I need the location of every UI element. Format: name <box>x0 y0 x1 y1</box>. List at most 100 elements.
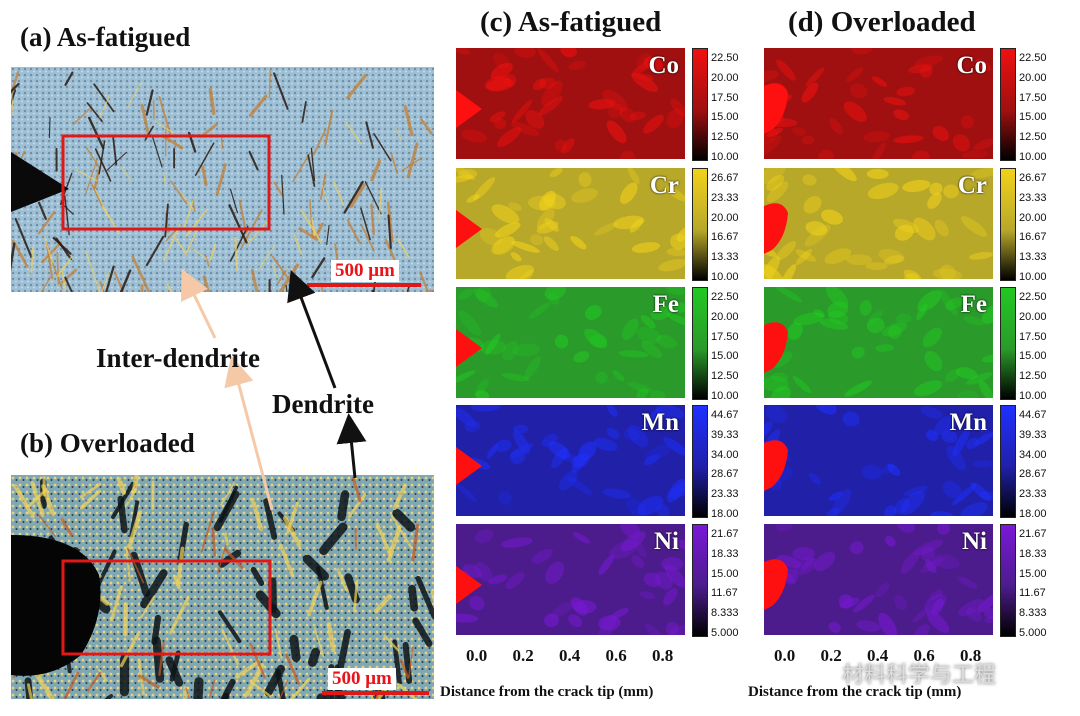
colorbar-tick: 34.00 <box>1019 448 1047 461</box>
colorbar-mn <box>1000 405 1016 518</box>
crack-notch-a <box>11 152 69 212</box>
panel-d-title: (d) Overloaded <box>788 6 976 38</box>
crack-tip-marker <box>456 90 482 128</box>
x-axis-label: Distance from the crack tip (mm) <box>440 684 654 700</box>
colorbar-tick: 18.00 <box>711 508 739 520</box>
colorbar-tick: 10.00 <box>711 151 739 163</box>
crack-tip-marker <box>764 559 788 610</box>
eds-map-cr-overloaded: Cr <box>764 168 993 279</box>
watermark-text: 材料科学与工程 <box>842 663 997 688</box>
colorbar-tick: 11.67 <box>1019 587 1046 600</box>
colorbar-tick: 10.00 <box>711 390 739 402</box>
colorbar-fe <box>692 287 708 400</box>
eds-map-ni-overloaded: Ni <box>764 524 993 635</box>
eds-map-fe-overloaded: Fe <box>764 287 993 398</box>
x-tick-label: 0.0 <box>774 646 796 665</box>
colorbar-tick: 17.50 <box>711 91 739 104</box>
colorbar-tick: 22.50 <box>711 52 739 64</box>
highlight-box-a <box>61 134 271 231</box>
panel-b-title: (b) Overloaded <box>20 428 195 458</box>
colorbar-tick: 10.00 <box>1019 271 1047 283</box>
crack-notch-b <box>11 535 101 676</box>
colorbar-tick: 13.33 <box>1019 251 1047 264</box>
colorbar-tick: 20.00 <box>1019 71 1047 84</box>
callout-arrows <box>181 268 367 511</box>
colorbar-co <box>692 48 708 161</box>
colorbar-tick: 12.50 <box>1019 131 1047 144</box>
scale-bar-b-label: 500 μm <box>328 668 396 690</box>
element-label: Co <box>956 52 987 79</box>
colorbar-tick: 20.00 <box>1019 211 1047 224</box>
colorbar-tick: 11.67 <box>711 587 738 600</box>
colorbar-tick: 15.00 <box>1019 350 1047 363</box>
crack-tip-marker <box>456 329 482 367</box>
arrow-inter-dendrite-down <box>224 355 274 511</box>
colorbar-tick: 18.33 <box>1019 547 1047 560</box>
colorbar-tick: 22.50 <box>1019 52 1047 64</box>
element-label: Ni <box>962 528 987 555</box>
x-axis-label: Distance from the crack tip (mm) <box>748 684 962 700</box>
x-tick-label: 0.0 <box>466 646 488 665</box>
arrow-dendrite-down <box>336 413 367 479</box>
colorbar-tick: 28.67 <box>711 468 739 481</box>
element-label: Cr <box>649 172 679 199</box>
crack-tip-marker <box>456 566 482 604</box>
colorbar-tick: 44.67 <box>1019 409 1047 421</box>
eds-map-mn-overloaded: Mn <box>764 405 993 516</box>
x-tick-label: 0.2 <box>820 646 842 665</box>
colorbar-tick: 20.00 <box>711 211 739 224</box>
colorbar-tick: 17.50 <box>1019 330 1047 343</box>
colorbar-tick: 5.000 <box>1019 627 1047 639</box>
colorbar-tick: 13.33 <box>711 251 739 264</box>
colorbar-tick: 17.50 <box>1019 91 1047 104</box>
eds-map-co-overloaded: Co <box>764 48 993 159</box>
eds-map-fe-as-fatigued: Fe <box>456 287 685 398</box>
colorbar-tick: 21.67 <box>711 528 739 540</box>
colorbar-tick: 23.33 <box>1019 488 1047 501</box>
colorbar-tick: 15.00 <box>1019 111 1047 124</box>
micrograph-overloaded: 500 μm <box>11 475 434 699</box>
colorbar-tick: 12.50 <box>711 370 739 383</box>
eds-map-co-as-fatigued: Co <box>456 48 685 159</box>
colorbar-ni <box>692 524 708 637</box>
colorbar-tick: 8.333 <box>711 607 739 620</box>
colorbar-tick: 10.00 <box>1019 390 1047 402</box>
x-tick-label: 0.8 <box>652 646 674 665</box>
x-tick-label: 0.6 <box>913 646 935 665</box>
crack-tip-marker <box>764 83 788 134</box>
colorbar-tick: 28.67 <box>1019 468 1047 481</box>
colorbar-tick: 23.33 <box>1019 191 1047 204</box>
colorbar-tick: 10.00 <box>1019 151 1047 163</box>
micrograph-a-image <box>11 67 434 292</box>
x-tick-label: 0.8 <box>960 646 982 665</box>
colorbar-tick: 20.00 <box>711 71 739 84</box>
colorbar-tick: 17.50 <box>711 330 739 343</box>
colorbar-tick: 8.333 <box>1019 607 1047 620</box>
colorbar-cr <box>1000 168 1016 281</box>
colorbar-tick: 15.00 <box>711 111 739 124</box>
element-label: Fe <box>960 291 987 318</box>
colorbar-tick: 22.50 <box>711 291 739 303</box>
colorbar-tick: 23.33 <box>711 191 739 204</box>
eds-map-ni-as-fatigued: Ni <box>456 524 685 635</box>
panel-c-title: (c) As-fatigued <box>480 6 662 38</box>
x-tick-label: 0.4 <box>559 646 581 665</box>
micrograph-b-image <box>11 475 434 699</box>
colorbar-tick: 5.000 <box>711 627 739 639</box>
x-tick-label: 0.2 <box>512 646 534 665</box>
colorbar-tick: 18.33 <box>711 547 739 560</box>
colorbar-tick: 15.00 <box>711 350 739 363</box>
colorbar-tick: 39.33 <box>711 428 739 441</box>
x-tick-label: 0.6 <box>605 646 627 665</box>
crack-tip-marker <box>764 322 788 373</box>
x-tick-label: 0.4 <box>867 646 889 665</box>
element-label: Fe <box>652 291 679 318</box>
scale-bar-a-label: 500 μm <box>331 260 399 282</box>
colorbar-tick: 21.67 <box>1019 528 1047 540</box>
colorbar-tick: 10.00 <box>711 271 739 283</box>
crack-tip-marker <box>764 203 788 254</box>
arrow-dendrite-up <box>287 269 337 389</box>
colorbar-tick: 15.00 <box>711 567 739 580</box>
colorbar-tick: 20.00 <box>1019 310 1047 323</box>
callout-inter-dendrite: Inter-dendrite <box>96 343 260 373</box>
